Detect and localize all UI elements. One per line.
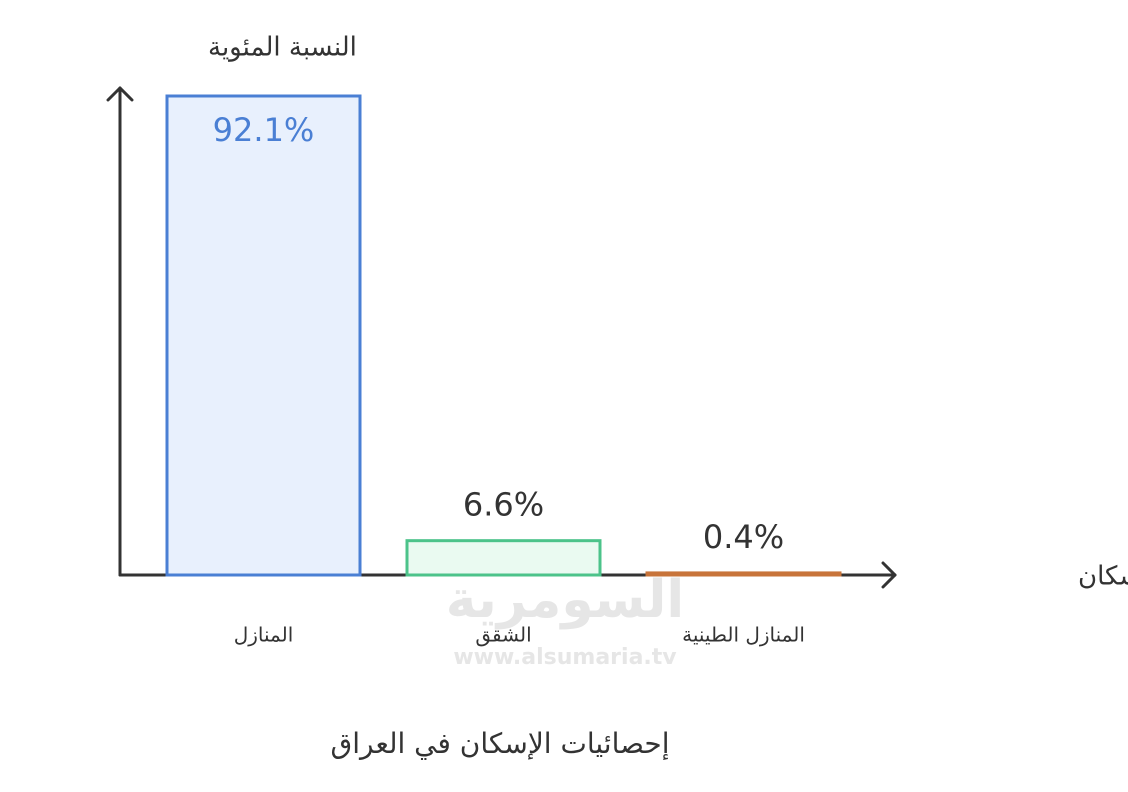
value-label: 92.1%	[213, 111, 315, 149]
bar	[405, 539, 602, 577]
watermark: السومرية	[446, 570, 684, 630]
watermark: www.alsumaria.tv	[453, 645, 677, 670]
bar	[645, 571, 842, 577]
value-label: 6.6%	[463, 486, 544, 524]
chart-title: إحصائيات الإسكان في العراق	[331, 727, 670, 760]
x-tick-label: المنازل الطينية	[682, 623, 805, 647]
y-axis-label: النسبة المئوية	[208, 33, 357, 63]
x-tick-label: المنازل	[234, 623, 294, 647]
x-axis-label: فئة الإسكان	[1078, 562, 1128, 592]
bar	[165, 94, 362, 577]
value-label: 0.4%	[703, 518, 784, 556]
x-tick-label: الشقق	[475, 623, 531, 647]
